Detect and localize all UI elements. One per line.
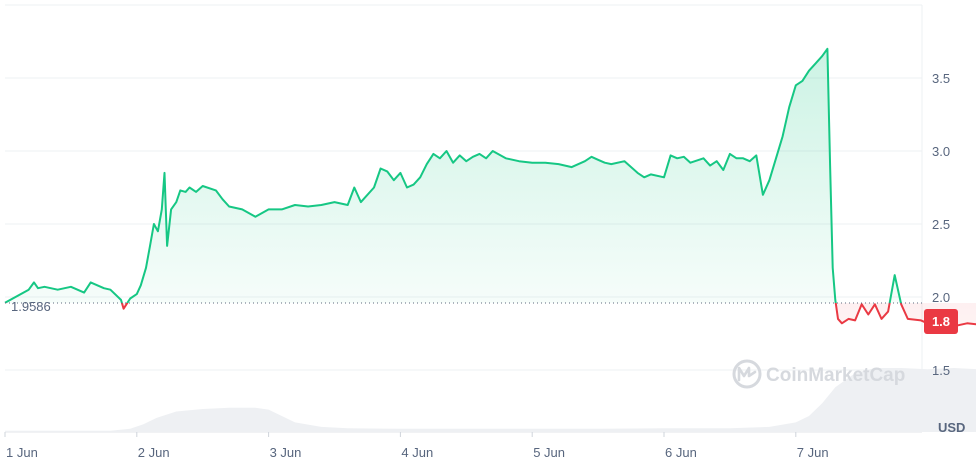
x-tick-label: 4 Jun <box>401 445 433 460</box>
x-tick-label: 3 Jun <box>270 445 302 460</box>
coinmarketcap-logo-icon <box>732 359 762 389</box>
baseline-value-label: 1.9586 <box>11 299 51 314</box>
current-price-badge-bg <box>924 309 958 334</box>
baseline-value-text: 1.9586 <box>11 299 51 314</box>
x-tick-label: 1 Jun <box>6 445 38 460</box>
current-price-value: 1.8 <box>932 314 950 329</box>
y-tick-label: 3.0 <box>932 144 950 159</box>
price-line-up <box>4 47 902 304</box>
y-axis-ticks: 1.5 2.0 2.5 3.0 3.5 <box>932 71 950 378</box>
volume-area <box>5 368 976 432</box>
price-area <box>5 48 976 331</box>
volume-shape <box>5 368 976 432</box>
area-above-baseline <box>5 48 976 304</box>
current-price-badge: 1.8 <box>924 309 958 334</box>
x-tick-label: 6 Jun <box>665 445 697 460</box>
coinmarketcap-watermark: CoinMarketCap <box>732 359 905 389</box>
y-tick-label: 1.5 <box>932 363 950 378</box>
x-tick-label: 5 Jun <box>533 445 565 460</box>
x-axis-ticks: 1 Jun 2 Jun 3 Jun 4 Jun 5 Jun 6 Jun 7 Jun <box>6 445 829 460</box>
currency-label: USD <box>938 420 965 435</box>
x-tick-label: 7 Jun <box>797 445 829 460</box>
y-tick-label: 3.5 <box>932 71 950 86</box>
price-line <box>4 47 976 332</box>
x-tick-label: 2 Jun <box>138 445 170 460</box>
y-tick-label: 2.5 <box>932 217 950 232</box>
y-tick-label: 2.0 <box>932 290 950 305</box>
watermark-text: CoinMarketCap <box>766 365 905 386</box>
